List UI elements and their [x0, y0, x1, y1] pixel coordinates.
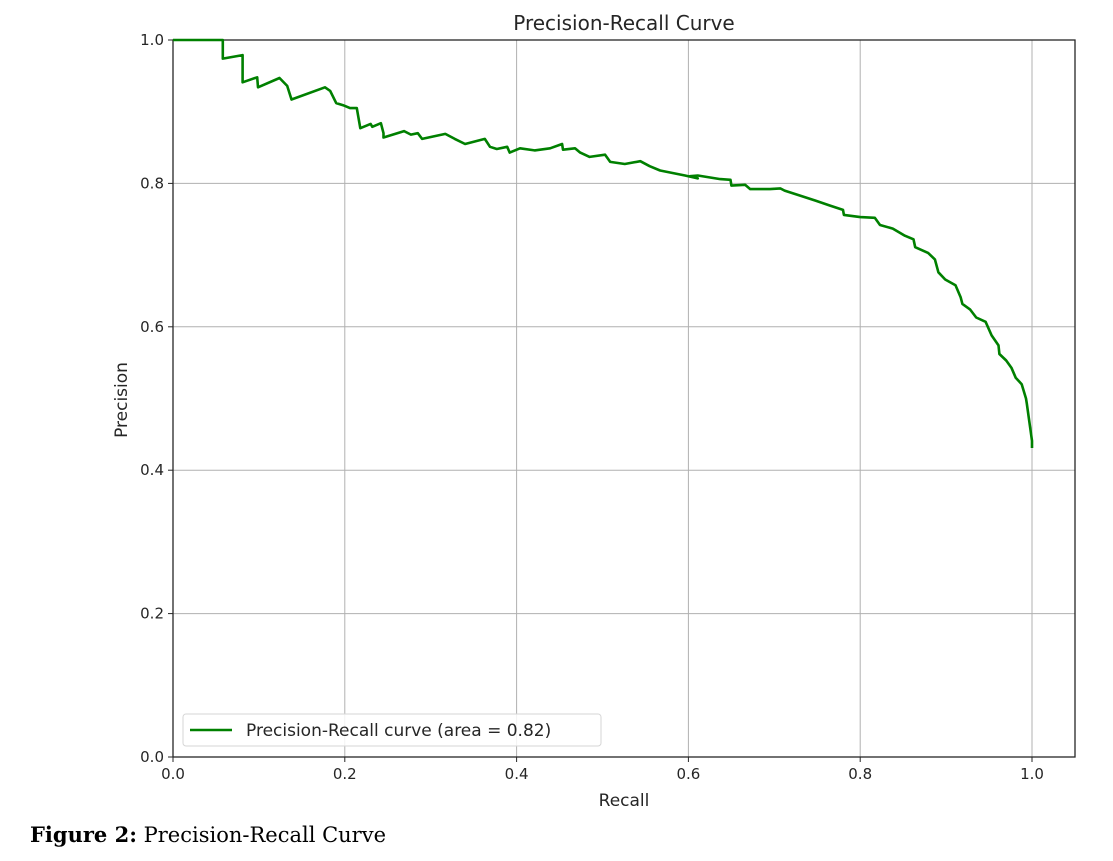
x-axis-label: Recall — [599, 791, 650, 811]
y-tick-label: 0.8 — [140, 174, 164, 192]
chart-title: Precision-Recall Curve — [513, 11, 734, 35]
x-tick-label: 1.0 — [1020, 765, 1044, 783]
y-tick-label: 0.2 — [140, 605, 164, 623]
figure-caption-separator: : — [129, 822, 137, 847]
y-tick-label: 0.6 — [140, 318, 164, 336]
legend: Precision-Recall curve (area = 0.82) — [182, 713, 602, 747]
x-tick-label: 0.8 — [848, 765, 872, 783]
figure-caption-text: Precision-Recall Curve — [136, 823, 387, 847]
x-tick-label: 0.4 — [505, 765, 529, 783]
y-axis-label: Precision — [112, 362, 132, 438]
pr-curve-line — [173, 38, 1034, 448]
legend-label: Precision-Recall curve (area = 0.82) — [246, 721, 551, 741]
y-tick-label: 1.0 — [140, 31, 164, 49]
figure-caption-label: Figure 2 — [30, 822, 130, 847]
figure-caption: Figure 2: Precision-Recall Curve — [30, 822, 386, 847]
x-tick-label: 0.0 — [161, 765, 185, 783]
y-axis-ticks: 0.0 0.2 0.4 0.6 0.8 1.0 — [140, 31, 173, 766]
plot-frame — [172, 39, 1076, 758]
x-tick-label: 0.6 — [676, 765, 700, 783]
x-tick-label: 0.2 — [333, 765, 357, 783]
legend-box — [182, 713, 602, 747]
y-tick-label: 0.0 — [140, 748, 164, 766]
x-axis-ticks: 0.0 0.2 0.4 0.6 0.8 1.0 — [161, 757, 1044, 783]
grid-lines — [172, 39, 1075, 758]
y-tick-label: 0.4 — [140, 461, 164, 479]
precision-recall-chart: 0.0 0.2 0.4 0.6 0.8 1.0 0.0 0.2 0.4 0.6 0.8 1.0 Pr… — [112, 11, 1076, 811]
